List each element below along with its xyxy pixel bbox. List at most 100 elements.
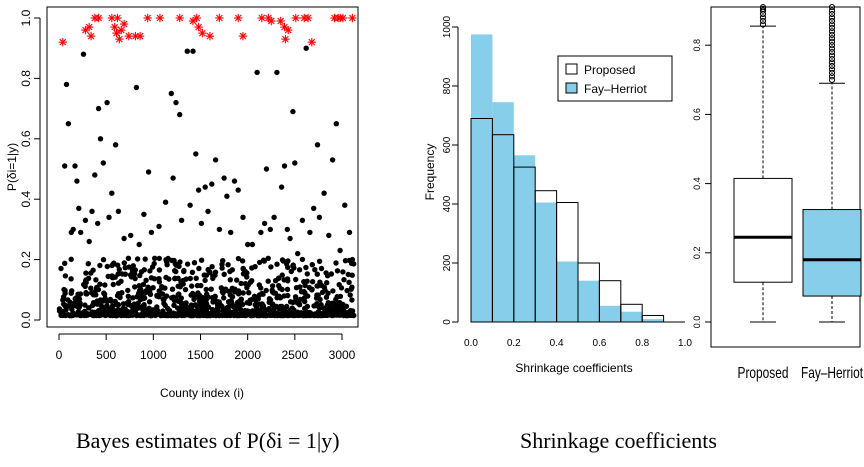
scatter-point <box>116 266 123 273</box>
scatter-point <box>177 284 183 290</box>
scatter-point <box>97 136 104 142</box>
histogram-x-tick-label: 1.0 <box>678 338 692 349</box>
scatter-point <box>146 285 152 292</box>
scatter-x-tick-label: 1000 <box>140 348 167 362</box>
scatter-point <box>240 214 246 220</box>
scatter-point <box>221 271 227 277</box>
scatter-point <box>346 279 352 285</box>
scatter-point <box>91 310 97 316</box>
histogram-y-label: Frequency <box>423 144 437 201</box>
scatter-point <box>182 286 189 293</box>
histogram-bar-fay-herriot <box>492 102 514 322</box>
scatter-y-tick-label: 0.2 <box>19 251 33 268</box>
scatter-point <box>221 295 227 301</box>
scatter-point <box>244 310 250 316</box>
scatter-point <box>150 307 156 313</box>
scatter-asterisk <box>338 13 348 23</box>
scatter-point <box>119 290 125 296</box>
histogram-panel: 0.0 0.2 0.4 0.6 0.8 1.0 0 200 400 600 800 1000 Shr… <box>423 15 692 375</box>
scatter-point <box>143 277 149 283</box>
scatter-point <box>333 296 339 303</box>
scatter-point <box>279 272 285 278</box>
scatter-x-tick-label: 2500 <box>281 348 308 362</box>
scatter-point <box>268 264 274 270</box>
scatter-y-label: P(δi=1|y) <box>5 143 19 191</box>
scatter-frame <box>46 6 359 328</box>
scatter-point <box>115 302 122 308</box>
scatter-point <box>215 299 221 305</box>
scatter-point <box>138 291 144 297</box>
scatter-asterisk <box>215 13 224 23</box>
scatter-point <box>229 285 235 291</box>
scatter-point <box>247 297 253 303</box>
scatter-point <box>210 273 216 279</box>
scatter-point <box>284 303 290 310</box>
scatter-point <box>170 175 176 181</box>
scatter-point <box>62 290 68 297</box>
scatter-asterisk <box>198 28 207 38</box>
scatter-point <box>161 300 167 307</box>
scatter-point <box>106 308 112 314</box>
scatter-point <box>307 229 313 236</box>
scatter-point <box>265 278 271 284</box>
scatter-asterisk <box>117 25 126 35</box>
scatter-point <box>86 305 92 311</box>
scatter-point <box>290 108 296 115</box>
scatter-point <box>245 241 251 248</box>
histogram-y-axis: 0 200 400 600 800 1000 <box>442 15 459 325</box>
scatter-point <box>317 305 323 311</box>
scatter-point <box>255 296 261 302</box>
scatter-point <box>256 259 263 266</box>
scatter-point <box>63 307 69 313</box>
boxplot-outlier-fay-herriot <box>828 59 836 66</box>
scatter-point <box>89 208 95 214</box>
boxplot-y-tick-label: 0.2 <box>692 247 702 260</box>
scatter-point <box>326 232 332 239</box>
boxplot-outlier-proposed <box>759 14 767 21</box>
scatter-x-tick-label: 2000 <box>234 348 261 362</box>
scatter-point <box>152 255 158 261</box>
scatter-point <box>252 264 258 270</box>
scatter-point <box>156 267 163 273</box>
scatter-point <box>194 282 201 289</box>
boxplot-outlier-proposed <box>759 21 767 28</box>
scatter-point <box>108 298 115 304</box>
scatter-point <box>147 312 153 319</box>
scatter-point <box>274 261 280 267</box>
scatter-point <box>141 211 147 217</box>
scatter-asterisk <box>303 13 313 23</box>
scatter-point <box>324 280 330 286</box>
scatter-point <box>221 175 227 181</box>
scatter-point <box>126 298 132 305</box>
scatter-point <box>69 288 75 294</box>
boxplot-y-tick-label: 0.4 <box>692 177 702 190</box>
boxplot-box-fay-herriot <box>802 209 862 297</box>
scatter-point <box>271 306 277 312</box>
scatter-marks <box>56 13 357 319</box>
scatter-point <box>198 257 205 263</box>
scatter-point <box>81 281 87 288</box>
scatter-point <box>311 312 318 319</box>
scatter-point <box>207 312 214 319</box>
scatter-point <box>101 290 107 296</box>
scatter-point <box>208 286 214 292</box>
scatter-point <box>309 279 316 285</box>
scatter-point <box>203 300 209 306</box>
scatter-point <box>68 276 74 282</box>
boxplot-box-proposed <box>733 177 793 283</box>
scatter-point <box>173 99 179 106</box>
scatter-point <box>281 163 288 169</box>
histogram-x-tick-label: 0.0 <box>464 338 478 349</box>
scatter-point <box>338 285 345 291</box>
boxplot-outlier-proposed <box>759 17 767 25</box>
scatter-point <box>195 187 202 193</box>
scatter-point <box>263 312 269 319</box>
scatter-point <box>229 294 236 300</box>
scatter-point <box>187 202 193 208</box>
scatter-point <box>190 312 196 319</box>
histogram-y-tick-label: 0 <box>442 319 453 325</box>
scatter-point <box>164 262 170 268</box>
scatter-point <box>284 226 290 233</box>
scatter-point <box>288 268 294 275</box>
